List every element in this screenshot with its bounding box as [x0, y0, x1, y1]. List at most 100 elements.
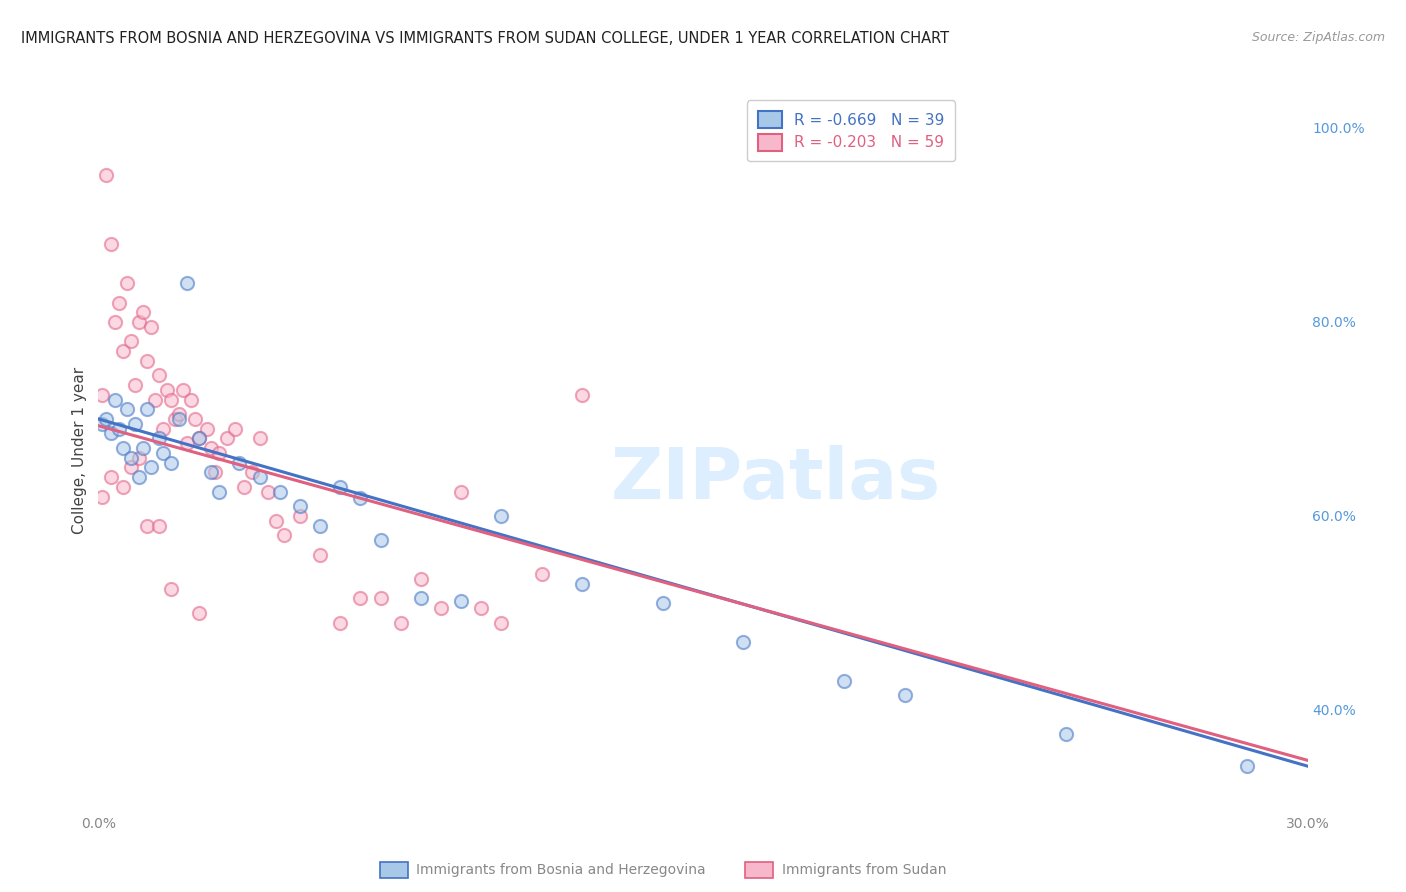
- Y-axis label: College, Under 1 year: College, Under 1 year: [72, 367, 87, 534]
- Point: [152, 446, 174, 460]
- Point: [430, 601, 453, 615]
- Point: [491, 508, 513, 523]
- Point: [160, 392, 183, 407]
- Point: [148, 431, 170, 445]
- Point: [273, 528, 295, 542]
- Text: ZIPatlas: ZIPatlas: [610, 445, 941, 514]
- Point: [200, 441, 222, 455]
- FancyBboxPatch shape: [380, 862, 408, 878]
- Point: [470, 601, 492, 615]
- Point: [91, 417, 114, 431]
- Point: [100, 426, 122, 441]
- Point: [409, 572, 432, 586]
- Point: [167, 412, 190, 426]
- Point: [389, 615, 412, 630]
- Point: [370, 591, 392, 606]
- Point: [124, 378, 146, 392]
- Point: [228, 456, 250, 470]
- Text: Immigrants from Sudan: Immigrants from Sudan: [782, 863, 946, 877]
- Point: [571, 576, 593, 591]
- Legend: R = -0.669   N = 39, R = -0.203   N = 59: R = -0.669 N = 39, R = -0.203 N = 59: [747, 101, 955, 161]
- Point: [135, 402, 157, 417]
- Point: [148, 368, 170, 383]
- Point: [200, 465, 222, 479]
- Point: [349, 591, 371, 606]
- Point: [491, 615, 513, 630]
- Point: [176, 276, 198, 290]
- Point: [450, 594, 472, 608]
- Point: [120, 334, 142, 349]
- Point: [204, 465, 226, 479]
- Point: [96, 412, 118, 426]
- Text: IMMIGRANTS FROM BOSNIA AND HERZEGOVINA VS IMMIGRANTS FROM SUDAN COLLEGE, UNDER 1: IMMIGRANTS FROM BOSNIA AND HERZEGOVINA V…: [21, 31, 949, 46]
- Point: [188, 606, 211, 620]
- Point: [115, 402, 138, 417]
- Point: [163, 412, 186, 426]
- Point: [120, 460, 142, 475]
- Point: [139, 460, 162, 475]
- Point: [100, 470, 122, 484]
- Point: [370, 533, 392, 548]
- Point: [288, 508, 311, 523]
- Point: [135, 353, 157, 368]
- Point: [132, 305, 155, 319]
- Point: [128, 470, 150, 484]
- Point: [184, 412, 207, 426]
- Point: [264, 514, 287, 528]
- Point: [269, 484, 291, 499]
- Point: [111, 344, 134, 359]
- Point: [530, 567, 553, 582]
- Point: [100, 237, 122, 252]
- Point: [893, 689, 915, 703]
- Point: [111, 480, 134, 494]
- Point: [107, 422, 129, 436]
- Point: [91, 387, 114, 401]
- Point: [349, 491, 371, 506]
- Point: [111, 441, 134, 455]
- Point: [224, 422, 246, 436]
- Point: [152, 422, 174, 436]
- Point: [571, 387, 593, 401]
- Point: [232, 480, 254, 494]
- Point: [329, 480, 352, 494]
- Point: [409, 591, 432, 606]
- Point: [96, 168, 118, 182]
- Point: [180, 392, 202, 407]
- Point: [132, 441, 155, 455]
- Point: [208, 446, 231, 460]
- Point: [240, 465, 263, 479]
- Point: [135, 518, 157, 533]
- Point: [107, 295, 129, 310]
- Point: [651, 596, 673, 610]
- Point: [143, 392, 166, 407]
- Point: [128, 450, 150, 465]
- Point: [124, 417, 146, 431]
- Point: [139, 319, 162, 334]
- Point: [156, 383, 179, 397]
- Point: [256, 484, 278, 499]
- Point: [128, 315, 150, 329]
- Point: [217, 431, 239, 445]
- Point: [172, 383, 194, 397]
- Point: [148, 518, 170, 533]
- Point: [103, 315, 125, 329]
- Point: [288, 500, 311, 514]
- Point: [160, 582, 183, 596]
- Text: Source: ZipAtlas.com: Source: ZipAtlas.com: [1251, 31, 1385, 45]
- Point: [1236, 759, 1258, 773]
- Text: Immigrants from Bosnia and Herzegovina: Immigrants from Bosnia and Herzegovina: [416, 863, 706, 877]
- Point: [309, 548, 332, 562]
- Point: [160, 456, 183, 470]
- Point: [249, 431, 271, 445]
- Point: [115, 276, 138, 290]
- Point: [176, 436, 198, 450]
- Point: [733, 635, 755, 649]
- Point: [832, 673, 855, 688]
- Point: [309, 518, 332, 533]
- FancyBboxPatch shape: [745, 862, 773, 878]
- Point: [329, 615, 352, 630]
- Point: [120, 450, 142, 465]
- Point: [195, 422, 218, 436]
- Point: [450, 484, 472, 499]
- Point: [188, 431, 211, 445]
